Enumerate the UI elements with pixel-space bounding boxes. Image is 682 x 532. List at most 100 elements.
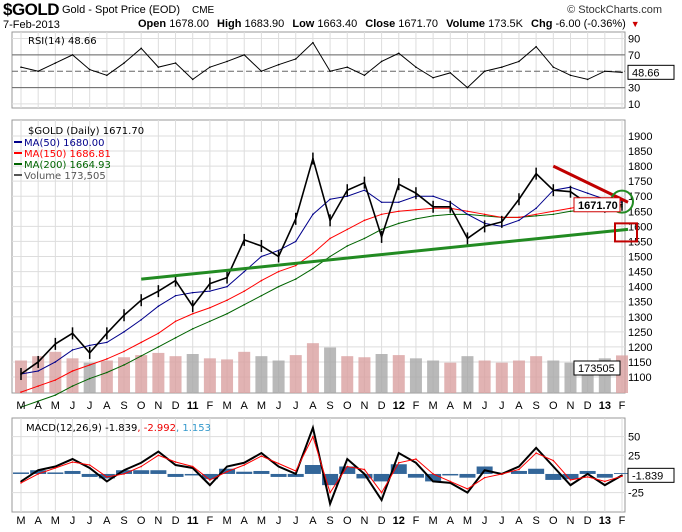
ma50-line-point xyxy=(191,291,194,294)
histogram-bar xyxy=(459,473,476,478)
ma200-line-point xyxy=(209,320,211,323)
signal-line-point xyxy=(415,458,417,460)
ma150-line-point xyxy=(277,270,280,273)
macd-line-point xyxy=(329,502,331,505)
histogram-bar xyxy=(287,473,304,477)
macd-line-point xyxy=(37,469,39,472)
ma150-line-point xyxy=(535,213,537,216)
volume-bar xyxy=(100,360,113,393)
x-tick-label: A xyxy=(309,400,317,412)
ma200-line-point xyxy=(54,394,57,396)
x-tick-label: J xyxy=(276,515,282,527)
close-value: 1671.70 xyxy=(398,18,439,30)
ma200-line-point xyxy=(329,255,331,258)
ma200-line-point xyxy=(449,213,452,216)
highlight-box xyxy=(614,222,638,243)
volume-bar xyxy=(221,359,234,393)
macd-line-point xyxy=(260,452,263,454)
ma150-line-point xyxy=(312,252,314,255)
price-ytick-label: 1150 xyxy=(628,357,652,369)
ma50-line-point xyxy=(37,370,39,372)
rsi-line-point xyxy=(363,74,366,77)
signal-line-point xyxy=(277,462,280,465)
rsi-line-point xyxy=(552,66,555,68)
price-ytick-label: 1900 xyxy=(628,131,652,143)
ma200-line-point xyxy=(140,355,142,357)
brand-link[interactable]: © StockCharts.com xyxy=(567,4,662,16)
ma50-line-point xyxy=(260,255,263,258)
x-tick-label: M xyxy=(257,515,266,527)
ma200-line-point xyxy=(71,385,74,387)
down-triangle-icon: ▼ xyxy=(630,19,640,29)
x-tick-label: N xyxy=(567,515,575,527)
volume-bar xyxy=(341,356,354,393)
signal-line-point xyxy=(37,473,39,475)
ma50-line-point xyxy=(397,201,400,204)
volume-bar xyxy=(152,352,165,393)
macd-line-point xyxy=(380,499,383,501)
rsi-line-point xyxy=(535,45,537,48)
rsi-line-point xyxy=(174,62,177,64)
histogram-bar xyxy=(356,473,373,479)
signal-line-point xyxy=(88,464,91,466)
legend-swatch xyxy=(14,141,22,143)
signal-line-point xyxy=(535,452,537,454)
ma200-line-point xyxy=(106,371,108,374)
ma150-line-point xyxy=(518,216,520,219)
close-label: Close xyxy=(365,18,396,30)
signal-line-point xyxy=(518,468,520,471)
ma150-line-point xyxy=(243,290,246,292)
ma50-line-point xyxy=(157,305,160,308)
x-tick-label: A xyxy=(447,515,455,527)
volume-bar xyxy=(255,356,268,393)
macd-line-point xyxy=(535,447,537,449)
ma50-line-point xyxy=(312,213,314,216)
histogram-bar xyxy=(270,473,287,477)
support-trendline xyxy=(141,227,629,281)
x-tick-label: O xyxy=(137,515,146,527)
price-ytick-label: 1100 xyxy=(628,372,652,384)
rsi-line-point xyxy=(226,60,228,63)
x-tick-label: J xyxy=(482,515,488,527)
rsi-line-point xyxy=(140,47,142,50)
ma150-line-point xyxy=(71,370,74,372)
signal-line-point xyxy=(71,461,74,463)
ma200-line-point xyxy=(432,215,434,217)
rsi-line-point xyxy=(243,54,246,56)
volume-bar xyxy=(512,360,525,393)
ma50-line-point xyxy=(535,207,537,210)
ma150-line-point xyxy=(20,391,22,393)
x-tick-label: F xyxy=(413,400,420,412)
x-tick-label: J xyxy=(87,515,93,527)
open-value: 1678.00 xyxy=(169,18,209,30)
ma150-line-point xyxy=(209,306,211,309)
signal-line-point xyxy=(209,479,211,481)
rsi-line-point xyxy=(483,70,486,73)
x-tick-label: A xyxy=(103,400,111,412)
x-tick-label: S xyxy=(532,515,539,527)
ma150-line-point xyxy=(88,364,91,366)
price-ytick-label: 1250 xyxy=(628,327,652,339)
volume-bar xyxy=(478,360,491,393)
signal-line-point xyxy=(346,465,349,468)
ma50-line-point xyxy=(380,201,383,204)
rsi-line-point xyxy=(415,66,417,68)
volume-bar xyxy=(427,360,440,393)
signal-line-point xyxy=(123,473,125,475)
ma200-line-point xyxy=(397,222,400,225)
volume-bar xyxy=(409,358,422,393)
rsi-line-point xyxy=(312,41,314,44)
macd-line-point xyxy=(20,480,22,483)
x-tick-label: J xyxy=(293,400,299,412)
volume-value: 173.5K xyxy=(488,18,523,30)
macd-ytick-label: 50 xyxy=(628,432,640,444)
histogram-bar xyxy=(579,470,596,474)
histogram-bar xyxy=(201,473,218,480)
rsi-line-point xyxy=(501,66,503,68)
ma50-line-point xyxy=(123,331,125,333)
description: Gold - Spot Price (EOD) xyxy=(62,4,180,16)
ma50-line-point xyxy=(226,285,228,288)
signal-line-point xyxy=(191,465,194,468)
